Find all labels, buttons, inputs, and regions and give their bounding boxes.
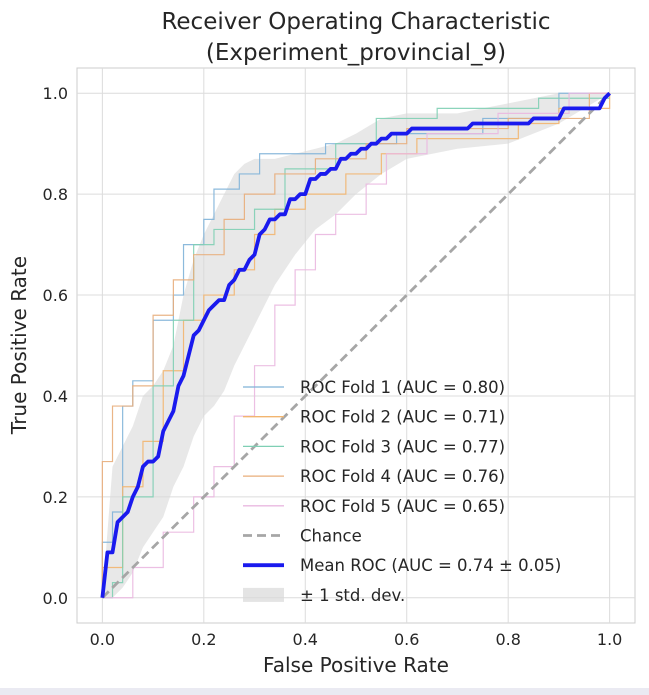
- legend: ROC Fold 1 (AUC = 0.80) ROC Fold 2 (AUC =…: [243, 378, 561, 605]
- roc-fold-2-curve: [101, 93, 611, 598]
- chart-title-line-1: Receiver Operating Characteristic: [161, 9, 550, 35]
- roc-fold-3-curve: [102, 97, 610, 599]
- legend-label: ROC Fold 4 (AUC = 0.76): [300, 467, 505, 486]
- x-tick-label: 0.0: [90, 630, 115, 649]
- y-tick-label: 0.2: [43, 488, 68, 507]
- y-tick-label: 1.0: [43, 84, 68, 103]
- x-tick-label: 0.6: [394, 630, 419, 649]
- x-tick-label: 1.0: [597, 630, 622, 649]
- legend-label: ± 1 std. dev.: [300, 586, 405, 605]
- y-tick-label: 0.0: [43, 589, 68, 608]
- y-tick-label: 0.8: [43, 185, 68, 204]
- x-tick-label: 0.2: [191, 630, 216, 649]
- mean-layer: [100, 91, 611, 598]
- x-axis-label: False Positive Rate: [263, 653, 449, 677]
- mean-roc-curve: [100, 91, 611, 598]
- legend-label: ROC Fold 3 (AUC = 0.77): [300, 437, 505, 456]
- y-tick-label: 0.4: [43, 387, 68, 406]
- y-axis-label: True Positive Rate: [7, 256, 31, 435]
- legend-label: ROC Fold 5 (AUC = 0.65): [300, 497, 505, 516]
- tick-labels: 0.0 0.2 0.4 0.6 0.8 1.0 0.0 0.2 0.4 0.6 0.8 1.0: [43, 84, 623, 649]
- legend-label: Chance: [300, 527, 362, 546]
- x-tick-label: 0.4: [293, 630, 318, 649]
- chance-line: [101, 92, 611, 599]
- legend-label: Mean ROC (AUC = 0.74 ± 0.05): [300, 556, 561, 575]
- chart-title-line-2: (Experiment_provincial_9): [206, 40, 506, 66]
- y-tick-label: 0.6: [43, 286, 68, 305]
- roc-fold-5-curve: [102, 92, 610, 599]
- x-tick-label: 0.8: [495, 630, 520, 649]
- legend-label: ROC Fold 2 (AUC = 0.71): [300, 408, 505, 427]
- legend-swatch-band: [243, 587, 284, 602]
- legend-label: ROC Fold 1 (AUC = 0.80): [300, 378, 505, 397]
- chance-layer: [101, 92, 611, 599]
